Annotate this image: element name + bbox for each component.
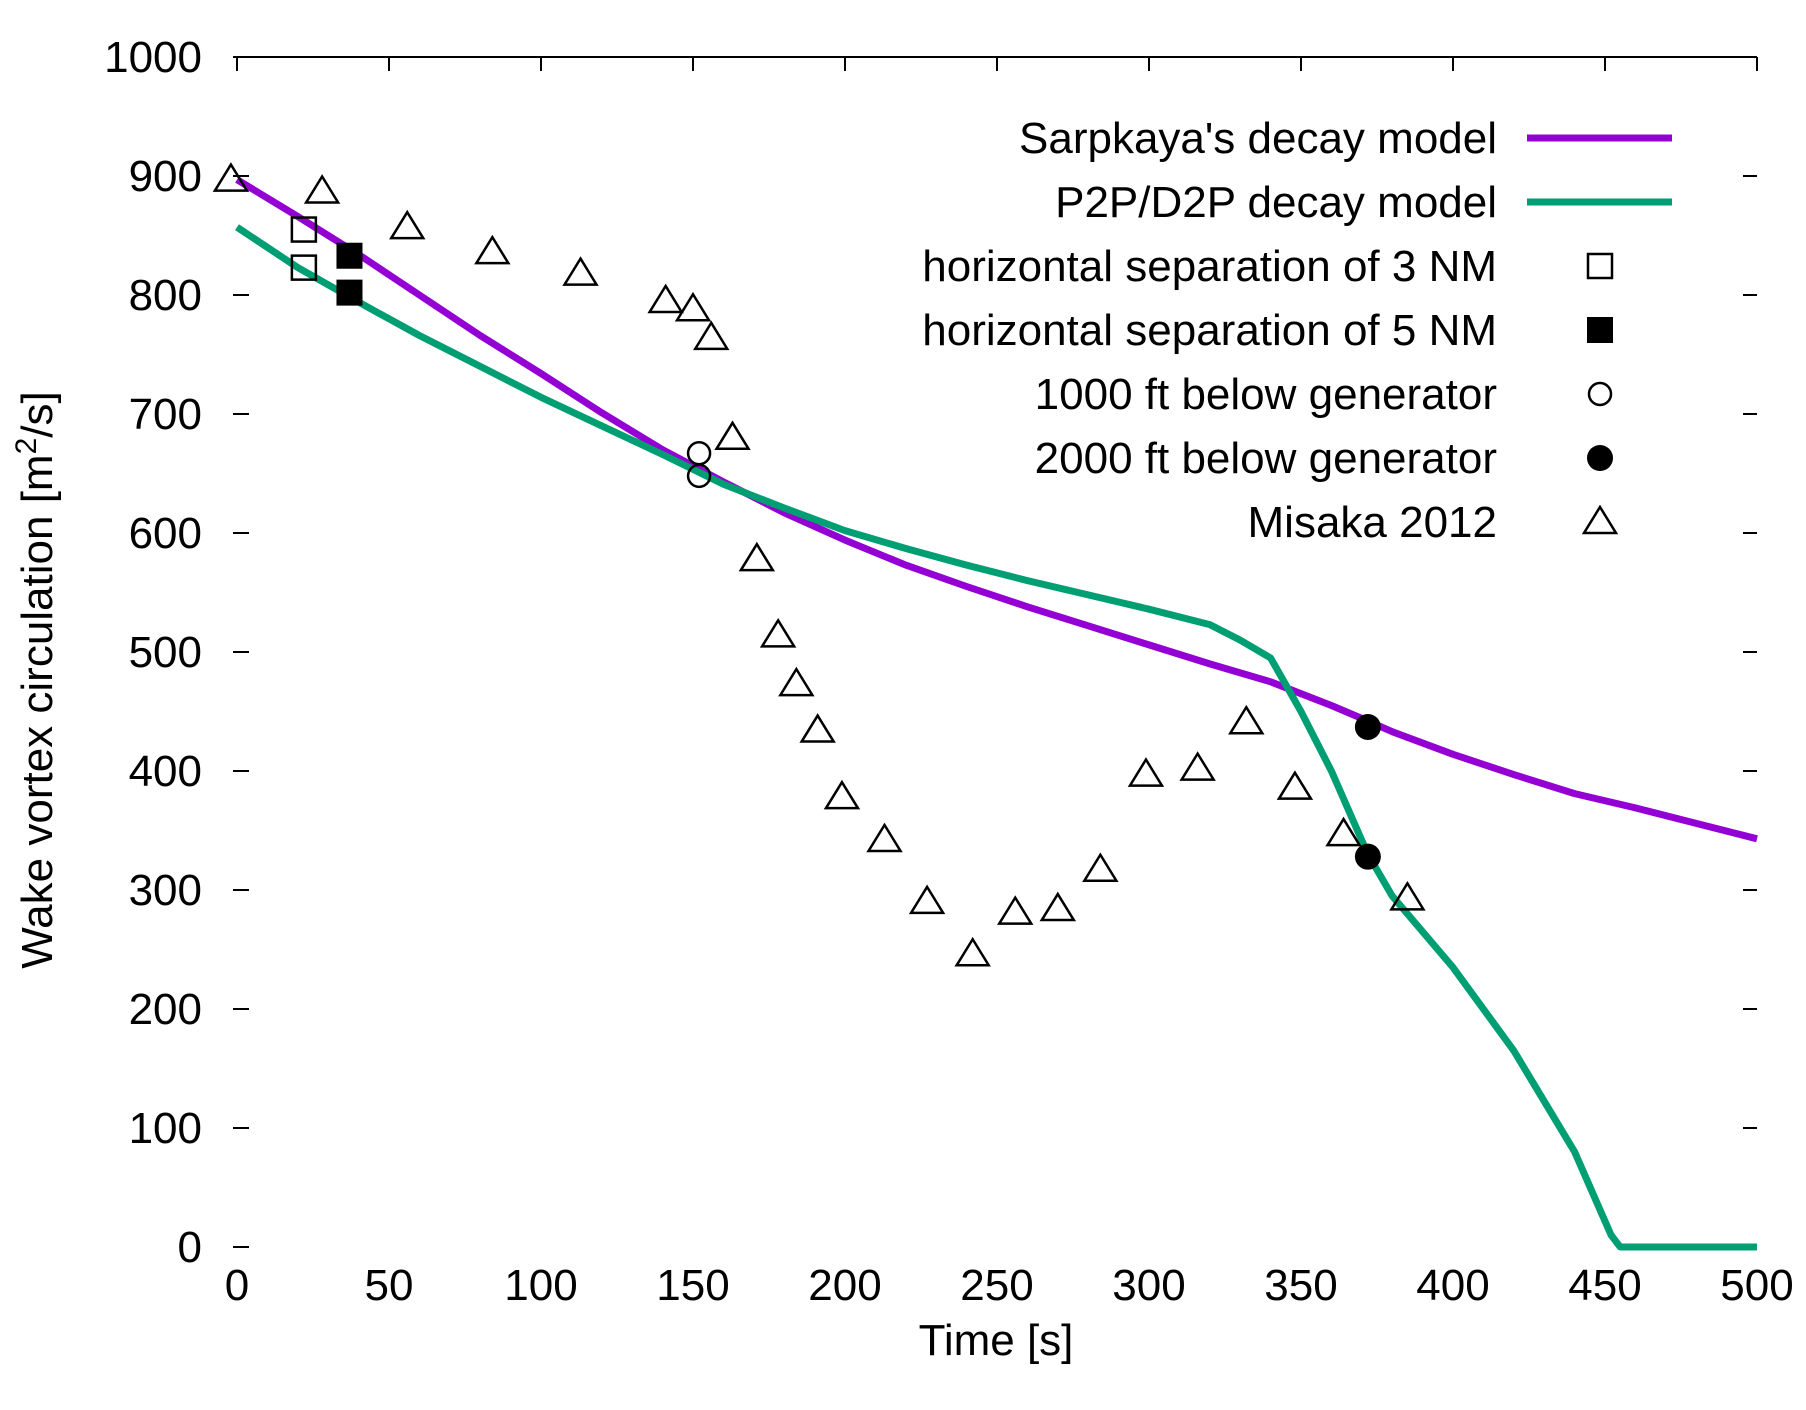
legend-label: P2P/D2P decay model [1055,178,1497,227]
data-point [693,320,730,351]
legend-label: horizontal separation of 3 NM [922,242,1497,291]
data-point [1325,816,1362,847]
legend-entry: horizontal separation of 3 NM [922,242,1614,291]
data-point [1389,880,1426,911]
data-point [866,822,903,853]
y-tick-label: 800 [129,271,202,320]
legend-marker [1581,504,1619,535]
legend-marker [1587,381,1613,407]
y-axis-label-superscript: 2 [10,438,43,455]
legend-label: horizontal separation of 5 NM [922,306,1497,355]
y-axis-label: Wake vortex circulation [m2/s] [10,391,62,968]
data-point [290,216,318,243]
legend-label: Misaka 2012 [1248,498,1497,547]
legend-marker [1587,317,1613,343]
y-tick-label: 1000 [104,33,202,82]
y-tick-label: 900 [129,152,202,201]
y-tick-label: 100 [129,1104,202,1153]
data-point [389,209,426,240]
data-point [714,420,751,451]
y-tick-label: 500 [129,628,202,677]
legend-entry: Sarpkaya's decay model [1019,114,1672,163]
series-6 [212,162,1426,967]
x-axis-label: Time [s] [919,1316,1074,1365]
legend: Sarpkaya's decay model P2P/D2P decay mode… [922,114,1672,547]
legend-label: 1000 ft below generator [1035,370,1497,419]
legend-marker [1587,445,1613,471]
data-point [336,279,363,306]
data-point [908,884,946,915]
data-point [1354,713,1381,740]
data-point [647,283,684,314]
data-point [1276,770,1314,800]
data-point [1039,891,1077,922]
legend-entry: Misaka 2012 [1248,498,1619,547]
data-point [1179,751,1216,781]
legend-entry: horizontal separation of 5 NM [922,306,1613,355]
x-tick-label: 200 [808,1261,881,1310]
legend-entry: P2P/D2P decay model [1055,178,1672,227]
y-tick-label: 400 [129,747,202,796]
x-tick-label: 150 [656,1261,729,1310]
data-point [759,617,797,648]
data-point [778,666,815,697]
tick-labels: 0 50 100 150 200 250 300 350 400 450 500 0 100 200 300… [104,33,1794,1310]
series-4 [686,441,712,489]
data-point [674,291,712,322]
y-axis-label-suffix: /s] [13,391,62,437]
series-2 [290,216,318,281]
data-point [1354,843,1381,870]
series-line [235,224,1757,1251]
series-line [235,176,1758,843]
x-tick-label: 450 [1568,1261,1641,1310]
data-point [823,779,861,810]
series-1 [235,224,1757,1251]
legend-marker [1586,252,1614,280]
data-point [738,541,776,572]
data-point [474,234,511,265]
x-tick-label: 400 [1416,1261,1489,1310]
legend-label: Sarpkaya's decay model [1019,114,1497,163]
data-point [1228,704,1265,735]
x-tick-label: 350 [1264,1261,1337,1310]
y-tick-label: 200 [129,985,202,1034]
data-point [1082,852,1119,883]
y-tick-label: 0 [178,1223,202,1272]
y-tick-label: 600 [129,509,202,558]
series-3 [336,242,363,306]
plot-area [212,162,1758,1251]
data-point [290,254,318,281]
data-point [1127,757,1165,787]
data-point [336,242,363,269]
x-tick-label: 300 [1112,1261,1185,1310]
data-point [686,463,712,489]
data-point [686,441,712,466]
y-axis-label-prefix: Wake vortex circulation [m [13,454,62,968]
legend-entry: 2000 ft below generator [1035,434,1613,483]
y-tick-label: 300 [129,866,202,915]
series-5 [1354,713,1381,870]
data-point [997,895,1034,925]
y-tick-label: 700 [129,390,202,439]
data-point [562,256,599,286]
data-point [799,713,836,743]
x-tick-label: 50 [365,1261,414,1310]
series-0 [235,176,1758,843]
x-tick-label: 0 [225,1261,249,1310]
data-point [212,162,250,192]
x-tick-label: 100 [504,1261,577,1310]
legend-entry: 1000 ft below generator [1035,370,1613,419]
legend-label: 2000 ft below generator [1035,434,1497,483]
data-point [303,174,341,204]
x-tick-label: 250 [960,1261,1033,1310]
data-point [954,936,991,967]
x-tick-label: 500 [1720,1261,1793,1310]
